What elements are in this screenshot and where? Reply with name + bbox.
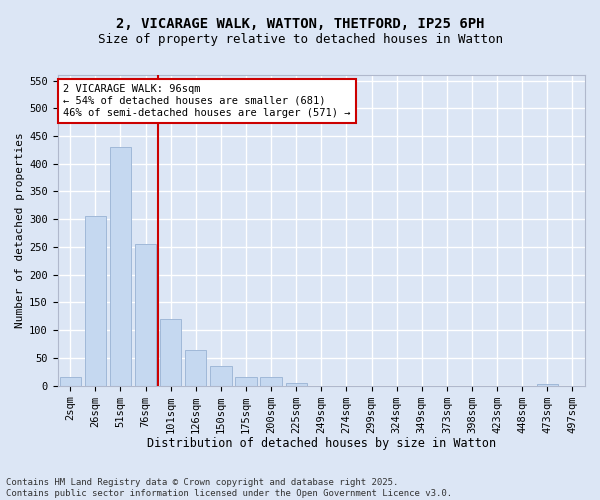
- Text: 2 VICARAGE WALK: 96sqm
← 54% of detached houses are smaller (681)
46% of semi-de: 2 VICARAGE WALK: 96sqm ← 54% of detached…: [63, 84, 350, 117]
- Text: 2, VICARAGE WALK, WATTON, THETFORD, IP25 6PH: 2, VICARAGE WALK, WATTON, THETFORD, IP25…: [116, 18, 484, 32]
- Bar: [59, 378, 81, 386]
- Bar: [85, 216, 106, 386]
- Bar: [185, 350, 206, 386]
- Bar: [286, 383, 307, 386]
- Y-axis label: Number of detached properties: Number of detached properties: [15, 132, 25, 328]
- Bar: [110, 147, 131, 386]
- Bar: [160, 319, 181, 386]
- X-axis label: Distribution of detached houses by size in Watton: Distribution of detached houses by size …: [147, 437, 496, 450]
- Text: Contains HM Land Registry data © Crown copyright and database right 2025.
Contai: Contains HM Land Registry data © Crown c…: [6, 478, 452, 498]
- Bar: [210, 366, 232, 386]
- Title: 2, VICARAGE WALK, WATTON, THETFORD, IP25 6PH
Size of property relative to detach: 2, VICARAGE WALK, WATTON, THETFORD, IP25…: [0, 499, 1, 500]
- Bar: [135, 244, 156, 386]
- Text: Size of property relative to detached houses in Watton: Size of property relative to detached ho…: [97, 32, 503, 46]
- Bar: [235, 378, 257, 386]
- Bar: [536, 384, 558, 386]
- Bar: [260, 378, 282, 386]
